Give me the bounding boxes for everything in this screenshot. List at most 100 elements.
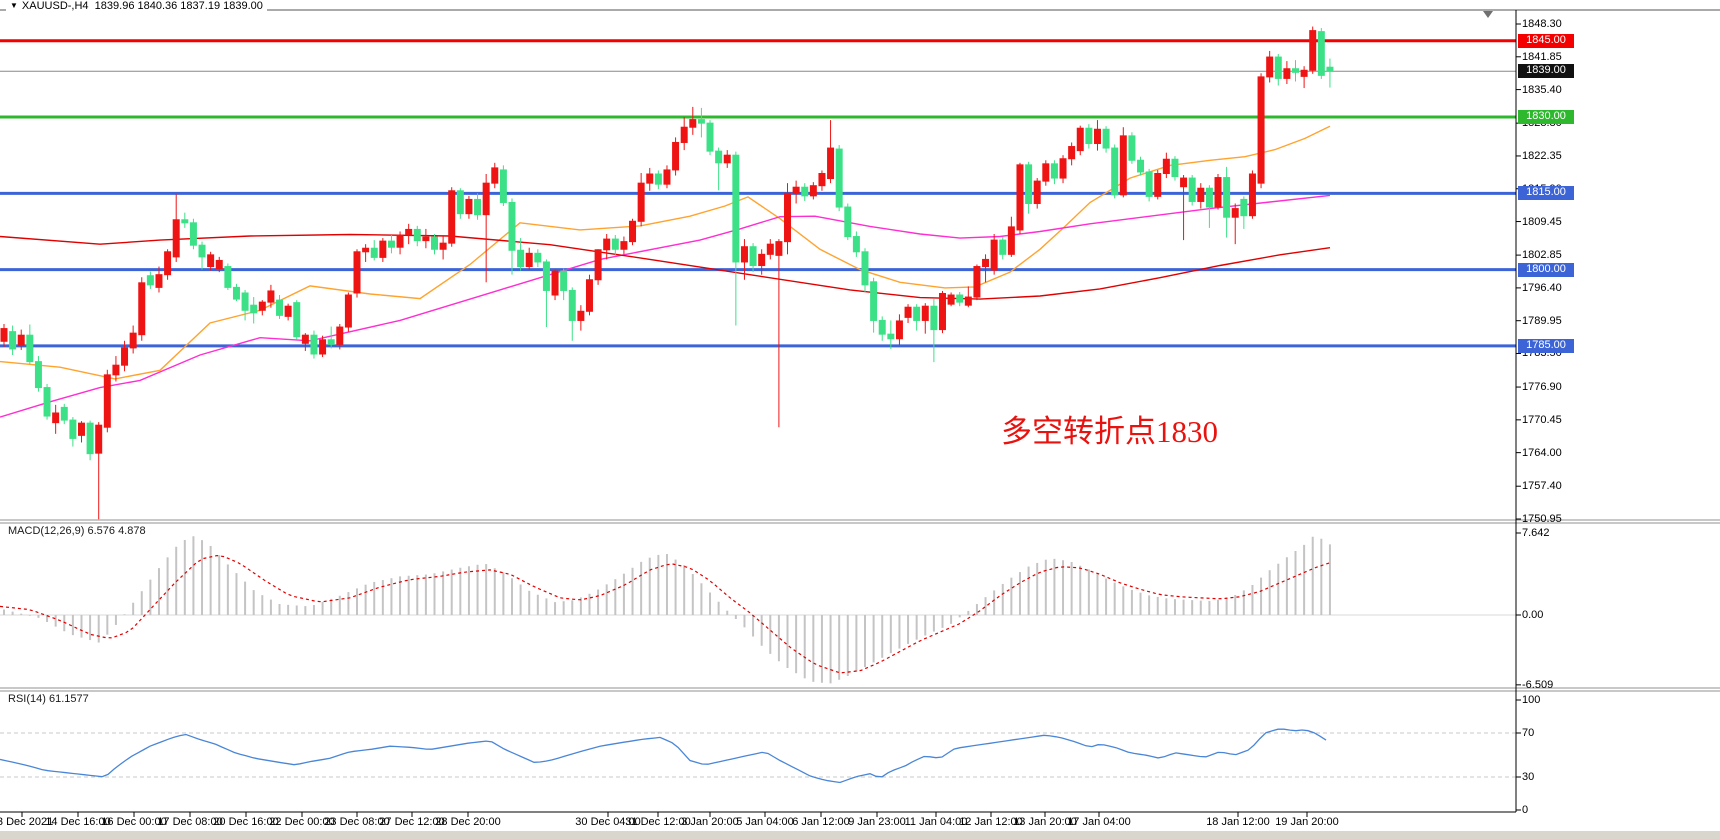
candle-bearish bbox=[431, 236, 438, 250]
candle-bullish bbox=[1033, 180, 1041, 204]
candle-bearish bbox=[560, 270, 568, 291]
candle-bearish bbox=[542, 261, 550, 291]
candle-bullish bbox=[1042, 163, 1050, 182]
candle-bullish bbox=[422, 236, 430, 242]
candle-bearish bbox=[413, 228, 421, 242]
price-tick-label: 1822.35 bbox=[1522, 149, 1562, 162]
rsi-line bbox=[0, 728, 1327, 784]
candle-bullish bbox=[1214, 177, 1222, 208]
candle-bullish bbox=[1119, 135, 1127, 196]
candle-bullish bbox=[482, 182, 490, 216]
chart-shift-icon[interactable] bbox=[1483, 11, 1493, 18]
candle-bullish bbox=[1257, 76, 1265, 184]
macd-signal-line bbox=[0, 554, 1331, 674]
candle-bearish bbox=[276, 299, 284, 316]
candle-bullish bbox=[938, 292, 946, 331]
time-tick-label: 17 Dec 08:00 bbox=[157, 816, 223, 828]
candle-bullish bbox=[921, 305, 929, 321]
macd-tick-label: 7.642 bbox=[1522, 527, 1550, 539]
candle-bearish bbox=[499, 169, 507, 203]
chevron-down-icon[interactable]: ▼ bbox=[10, 1, 18, 10]
candle-bullish bbox=[77, 422, 85, 436]
candle-bearish bbox=[861, 251, 869, 286]
candle-bearish bbox=[930, 305, 938, 331]
candle-bearish bbox=[1111, 147, 1119, 196]
candle-bullish bbox=[138, 282, 146, 336]
candle-bearish bbox=[1171, 158, 1179, 178]
candle-bullish bbox=[207, 254, 215, 268]
time-tick-label: 12 Jan 12:00 bbox=[959, 816, 1023, 828]
candle-bearish bbox=[611, 238, 619, 250]
candle-bearish bbox=[1292, 68, 1299, 73]
candle-bullish bbox=[258, 301, 266, 311]
macd-tick-label: -6.509 bbox=[1522, 678, 1554, 691]
candle-bearish bbox=[835, 148, 843, 208]
candle-bullish bbox=[284, 305, 292, 317]
candle-bullish bbox=[1309, 30, 1317, 71]
candle-bearish bbox=[568, 289, 576, 321]
candle-bullish bbox=[95, 424, 103, 454]
candle-bearish bbox=[310, 334, 318, 355]
time-tick-label: 17 Jan 04:00 bbox=[1067, 816, 1131, 828]
candle-bearish bbox=[232, 286, 240, 300]
candle-bearish bbox=[1326, 66, 1334, 72]
candle-bullish bbox=[689, 119, 697, 128]
time-tick-label: 18 Jan 12:00 bbox=[1206, 816, 1270, 828]
price-tick-label: 1796.40 bbox=[1522, 281, 1562, 294]
candle-bearish bbox=[844, 206, 852, 238]
candle-bearish bbox=[706, 122, 714, 152]
price-badge-1830.00: 1830.00 bbox=[1518, 110, 1574, 125]
candle-bearish bbox=[1223, 177, 1231, 218]
candle-bearish bbox=[1102, 128, 1110, 149]
candle-bullish bbox=[904, 306, 912, 318]
time-tick-label: 19 Jan 20:00 bbox=[1275, 816, 1339, 828]
candle-bullish bbox=[577, 310, 585, 321]
time-tick-label: 20 Dec 16:00 bbox=[213, 816, 279, 828]
candle-bearish bbox=[181, 219, 189, 224]
candle-bullish bbox=[362, 247, 370, 253]
candle-bearish bbox=[878, 319, 886, 335]
candle-bearish bbox=[1274, 56, 1282, 79]
price-badge-1800.00: 1800.00 bbox=[1518, 262, 1574, 277]
rsi-label: RSI(14) 61.1577 bbox=[8, 693, 89, 705]
macd-label: MACD(12,26,9) 6.576 4.878 bbox=[8, 525, 146, 537]
candle-bearish bbox=[9, 331, 17, 350]
candle-bearish bbox=[293, 302, 301, 338]
candle-bullish bbox=[680, 126, 688, 143]
candle-bearish bbox=[999, 239, 1007, 255]
symbol-ohlc: 1839.96 1840.36 1837.19 1839.00 bbox=[94, 0, 263, 12]
candle-bullish bbox=[1093, 128, 1101, 144]
candle-bullish bbox=[439, 242, 447, 250]
candle-bullish bbox=[646, 173, 654, 184]
price-badge-1839.00: 1839.00 bbox=[1518, 64, 1574, 79]
candle-bearish bbox=[189, 222, 197, 246]
candle-bullish bbox=[465, 198, 473, 215]
time-tick-label: 31 Dec 12:00 bbox=[625, 816, 691, 828]
candle-bullish bbox=[818, 172, 826, 187]
candle-bearish bbox=[654, 173, 662, 185]
candle-bullish bbox=[491, 167, 499, 184]
symbol-title: XAUUSD-,H4 bbox=[21, 0, 89, 12]
candle-bullish bbox=[551, 270, 559, 296]
time-tick-label: 14 Dec 16:00 bbox=[45, 816, 111, 828]
candle-bullish bbox=[1162, 158, 1170, 174]
candle-bearish bbox=[715, 150, 723, 164]
candle-bearish bbox=[697, 119, 705, 124]
rsi-tick-label: 100 bbox=[1522, 694, 1541, 706]
candle-bullish bbox=[637, 182, 645, 222]
candle-bearish bbox=[1145, 171, 1153, 197]
candle-bullish bbox=[52, 412, 60, 424]
candle-bullish bbox=[629, 220, 637, 243]
candle-bullish bbox=[827, 147, 835, 180]
candle-bearish bbox=[250, 304, 258, 314]
candle-bearish bbox=[224, 266, 232, 288]
candle-bullish bbox=[172, 219, 180, 258]
candle-bullish bbox=[594, 249, 602, 281]
price-tick-label: 1848.30 bbox=[1522, 18, 1562, 30]
price-tick-label: 1757.40 bbox=[1522, 480, 1562, 493]
candle-bullish bbox=[784, 192, 792, 243]
candle-bearish bbox=[1050, 163, 1058, 179]
price-badge-1785.00: 1785.00 bbox=[1518, 338, 1574, 353]
